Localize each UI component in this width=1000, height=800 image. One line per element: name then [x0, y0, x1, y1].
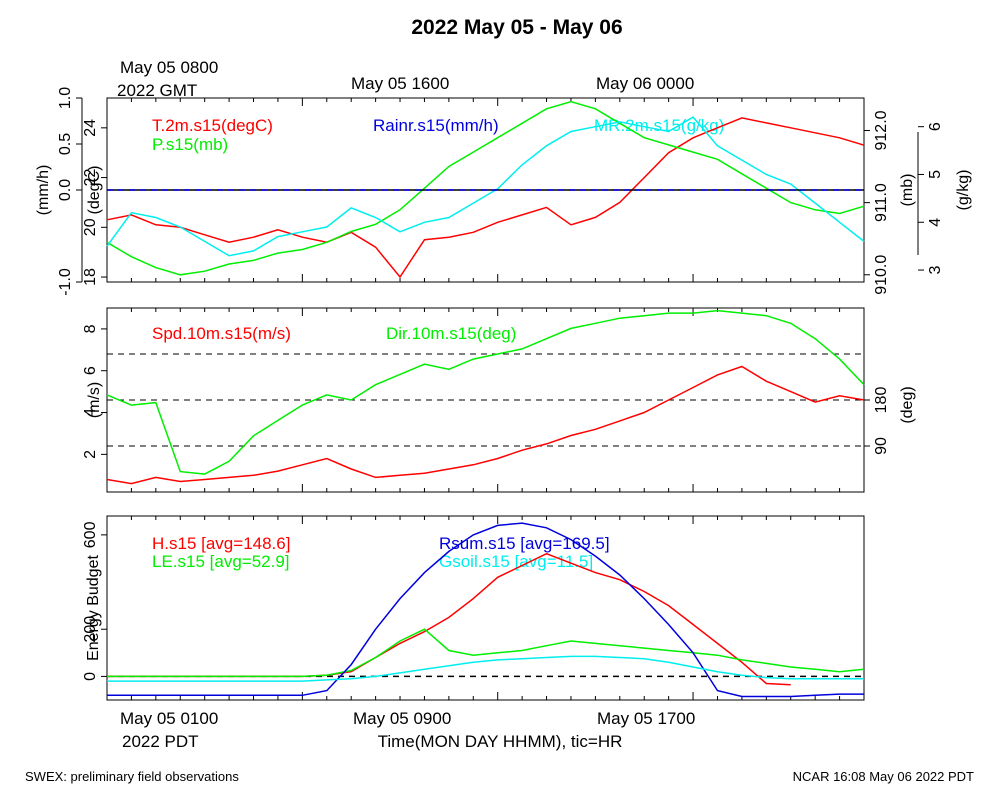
mr-axis-tick-label-3: 6 — [927, 122, 944, 131]
speed-axis-tick-label-1: 4 — [82, 408, 99, 417]
series-top-0-line — [106, 117, 865, 279]
footer-right: NCAR 16:08 May 06 2022 PDT — [793, 769, 974, 784]
bottom-time-label-2: May 05 0900 — [353, 709, 451, 728]
pres-axis-tick-label-0: 910.0 — [873, 255, 890, 295]
speed-axis-tick-label-2: 6 — [82, 366, 99, 375]
legend-h: H.s15 [avg=148.6] — [152, 534, 290, 553]
legend-rain: Rainr.s15(mm/h) — [373, 116, 499, 135]
top-time-label-2: May 05 1600 — [351, 74, 449, 93]
series-middle-0-line — [106, 365, 865, 485]
series-bottom-3-line — [107, 655, 864, 682]
footer-left: SWEX: preliminary field observations — [25, 769, 239, 784]
rain-axis-tick-label-0: -1.0 — [57, 268, 74, 296]
energy-axis-tick-label-0: 0 — [82, 672, 99, 681]
legend-pres: P.s15(mb) — [152, 135, 228, 154]
bottom-time-label-1: May 05 0100 — [120, 709, 218, 728]
rain-axis-tick-label-2: 0.5 — [57, 133, 74, 155]
energy-axis-tick-label-2: 600 — [82, 521, 99, 548]
bottom-time-tz: 2022 PDT — [122, 732, 199, 751]
dir-axis-tick-label-0: 90 — [873, 437, 890, 455]
legend-le: LE.s15 [avg=52.9] — [152, 552, 290, 571]
dir-axis-title: (deg) — [899, 386, 916, 423]
series-middle-1-line — [106, 309, 865, 475]
pres-axis-tick-label-1: 911.0 — [873, 183, 890, 222]
series-top-2-line — [106, 116, 865, 257]
series-top-1-line — [106, 100, 865, 276]
top-time-label-1a: May 05 0800 — [120, 58, 218, 77]
dir-axis-tick-label-1: 180 — [873, 387, 890, 414]
pres-axis-tick-label-2: 912.0 — [873, 110, 890, 150]
speed-axis-tick-label-0: 2 — [82, 450, 99, 459]
mr-axis-title: (g/kg) — [955, 170, 972, 211]
temp-axis-title: (degC) — [86, 166, 103, 215]
mr-axis-tick-label-0: 3 — [927, 266, 944, 275]
legend-mr: MR.2m.s15(g/kg) — [594, 116, 724, 135]
temp-axis-tick-label-3: 24 — [82, 119, 99, 137]
x-axis-label: Time(MON DAY HHMM), tic=HR — [378, 732, 623, 751]
chart-marks: -1.00.00.51.018202224910.0911.0912.03456… — [57, 87, 944, 700]
top-time-label-1b: 2022 GMT — [117, 81, 197, 100]
legend-dir: Dir.10m.s15(deg) — [386, 324, 516, 343]
bottom-time-label-3: May 05 1700 — [597, 709, 695, 728]
speed-axis-tick-label-3: 8 — [82, 324, 99, 333]
series-bottom-1-line — [107, 628, 865, 678]
top-time-label-3: May 06 0000 — [596, 74, 694, 93]
rain-axis-tick-label-3: 1.0 — [57, 87, 74, 109]
energy-axis-title: Energy Budget — [85, 555, 102, 661]
legend-speed: Spd.10m.s15(m/s) — [152, 324, 291, 343]
rain-axis-tick-label-1: 0.0 — [57, 179, 74, 201]
speed-axis-title: (m/s) — [86, 382, 103, 418]
mr-axis-tick-label-2: 5 — [927, 170, 944, 179]
rain-axis-title: (mm/h) — [35, 165, 52, 216]
legend-temp: T.2m.s15(degC) — [152, 116, 273, 135]
series-bottom-2-line — [107, 522, 864, 698]
temp-axis-tick-label-2: 22 — [82, 169, 99, 187]
mr-axis-tick-label-1: 4 — [927, 218, 944, 227]
pres-axis-title: (mb) — [899, 174, 916, 207]
energy-axis-tick-label-1: 200 — [82, 616, 99, 643]
bottom-panel-frame — [106, 515, 865, 701]
chart-title: 2022 May 05 - May 06 — [411, 16, 622, 39]
temp-axis-tick-label-0: 18 — [82, 268, 99, 286]
legend-rsum: Rsum.s15 [avg=169.5] — [439, 534, 610, 553]
temp-axis-tick-label-1: 20 — [82, 218, 99, 236]
